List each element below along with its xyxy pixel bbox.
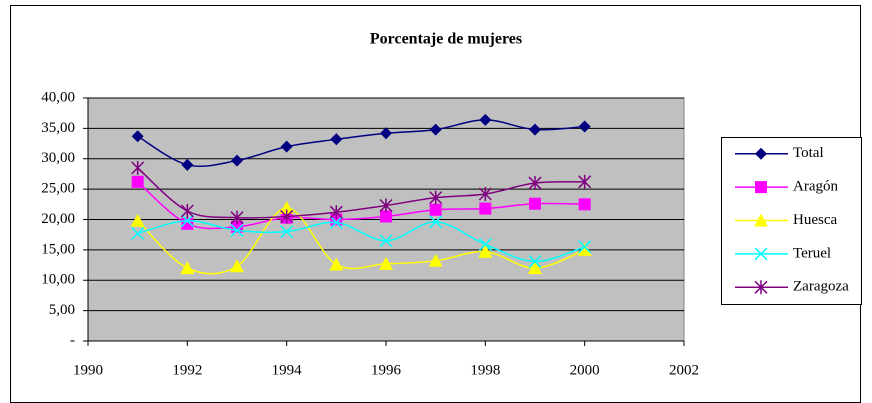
marker <box>428 253 443 267</box>
marker <box>429 215 443 229</box>
marker <box>329 205 343 220</box>
marker <box>529 197 541 210</box>
marker <box>429 123 442 136</box>
marker <box>528 254 542 268</box>
x-tick-label: 1992 <box>172 362 202 378</box>
legend-marker <box>754 213 768 227</box>
marker <box>479 113 492 126</box>
x-tick-label: 1996 <box>371 362 402 378</box>
marker <box>279 200 294 214</box>
marker <box>529 123 541 136</box>
marker <box>577 242 592 256</box>
marker <box>528 261 542 275</box>
legend-label: Total <box>793 145 824 161</box>
marker <box>578 120 591 133</box>
y-tick-label: 35,00 <box>41 120 75 136</box>
marker <box>180 214 194 228</box>
marker <box>131 130 144 143</box>
marker <box>578 198 591 211</box>
marker <box>429 203 442 216</box>
marker <box>181 217 194 230</box>
y-tick-label: 10,00 <box>41 272 75 288</box>
marker <box>230 223 244 237</box>
marker <box>379 256 393 270</box>
y-tick-label: 20,00 <box>41 211 75 227</box>
x-tick-label: 1994 <box>272 362 303 378</box>
marker <box>130 213 145 227</box>
y-tick-label: 25,00 <box>41 181 75 197</box>
marker <box>131 160 145 175</box>
marker <box>231 154 243 167</box>
marker <box>330 133 343 146</box>
legend-label: Aragón <box>793 179 838 195</box>
y-tick-label: 5,00 <box>49 302 75 318</box>
marker <box>379 198 393 213</box>
marker <box>280 140 293 153</box>
x-tick-label: 2002 <box>669 362 699 378</box>
marker <box>578 174 592 189</box>
marker <box>180 261 195 275</box>
marker <box>379 234 393 248</box>
y-tick-label: 40,00 <box>41 89 75 105</box>
marker <box>380 210 392 223</box>
y-tick-label: 15,00 <box>41 241 75 257</box>
marker <box>478 186 492 201</box>
marker <box>131 175 144 188</box>
marker <box>230 210 244 225</box>
marker <box>380 127 392 140</box>
legend-label: Teruel <box>793 245 831 261</box>
series-line <box>137 119 585 168</box>
marker <box>131 226 145 241</box>
marker <box>528 176 542 191</box>
marker <box>280 209 294 224</box>
series-line <box>137 167 585 219</box>
marker <box>478 244 493 258</box>
legend-marker <box>755 147 767 160</box>
marker <box>280 225 294 239</box>
marker <box>329 257 344 271</box>
y-tick-label: 30,00 <box>41 150 75 166</box>
marker <box>230 259 244 273</box>
legend-marker <box>754 247 768 261</box>
series-line <box>137 181 585 230</box>
marker <box>479 202 492 215</box>
marker <box>478 237 492 251</box>
legend-label: Zaragoza <box>793 279 849 295</box>
chart-title: Porcentaje de mujeres <box>370 31 522 48</box>
series-line <box>137 219 585 263</box>
legend-marker <box>755 181 767 194</box>
marker <box>578 240 592 254</box>
x-tick-label: 1990 <box>73 362 103 378</box>
marker <box>329 216 343 230</box>
legend-label: Huesca <box>793 212 837 228</box>
x-tick-label: 2000 <box>570 362 600 378</box>
series-line <box>137 207 585 275</box>
marker <box>429 190 443 205</box>
marker <box>180 203 194 218</box>
y-tick-label: - <box>70 332 75 348</box>
marker <box>181 158 194 171</box>
x-tick-label: 1998 <box>470 362 500 378</box>
legend-marker <box>754 280 768 295</box>
